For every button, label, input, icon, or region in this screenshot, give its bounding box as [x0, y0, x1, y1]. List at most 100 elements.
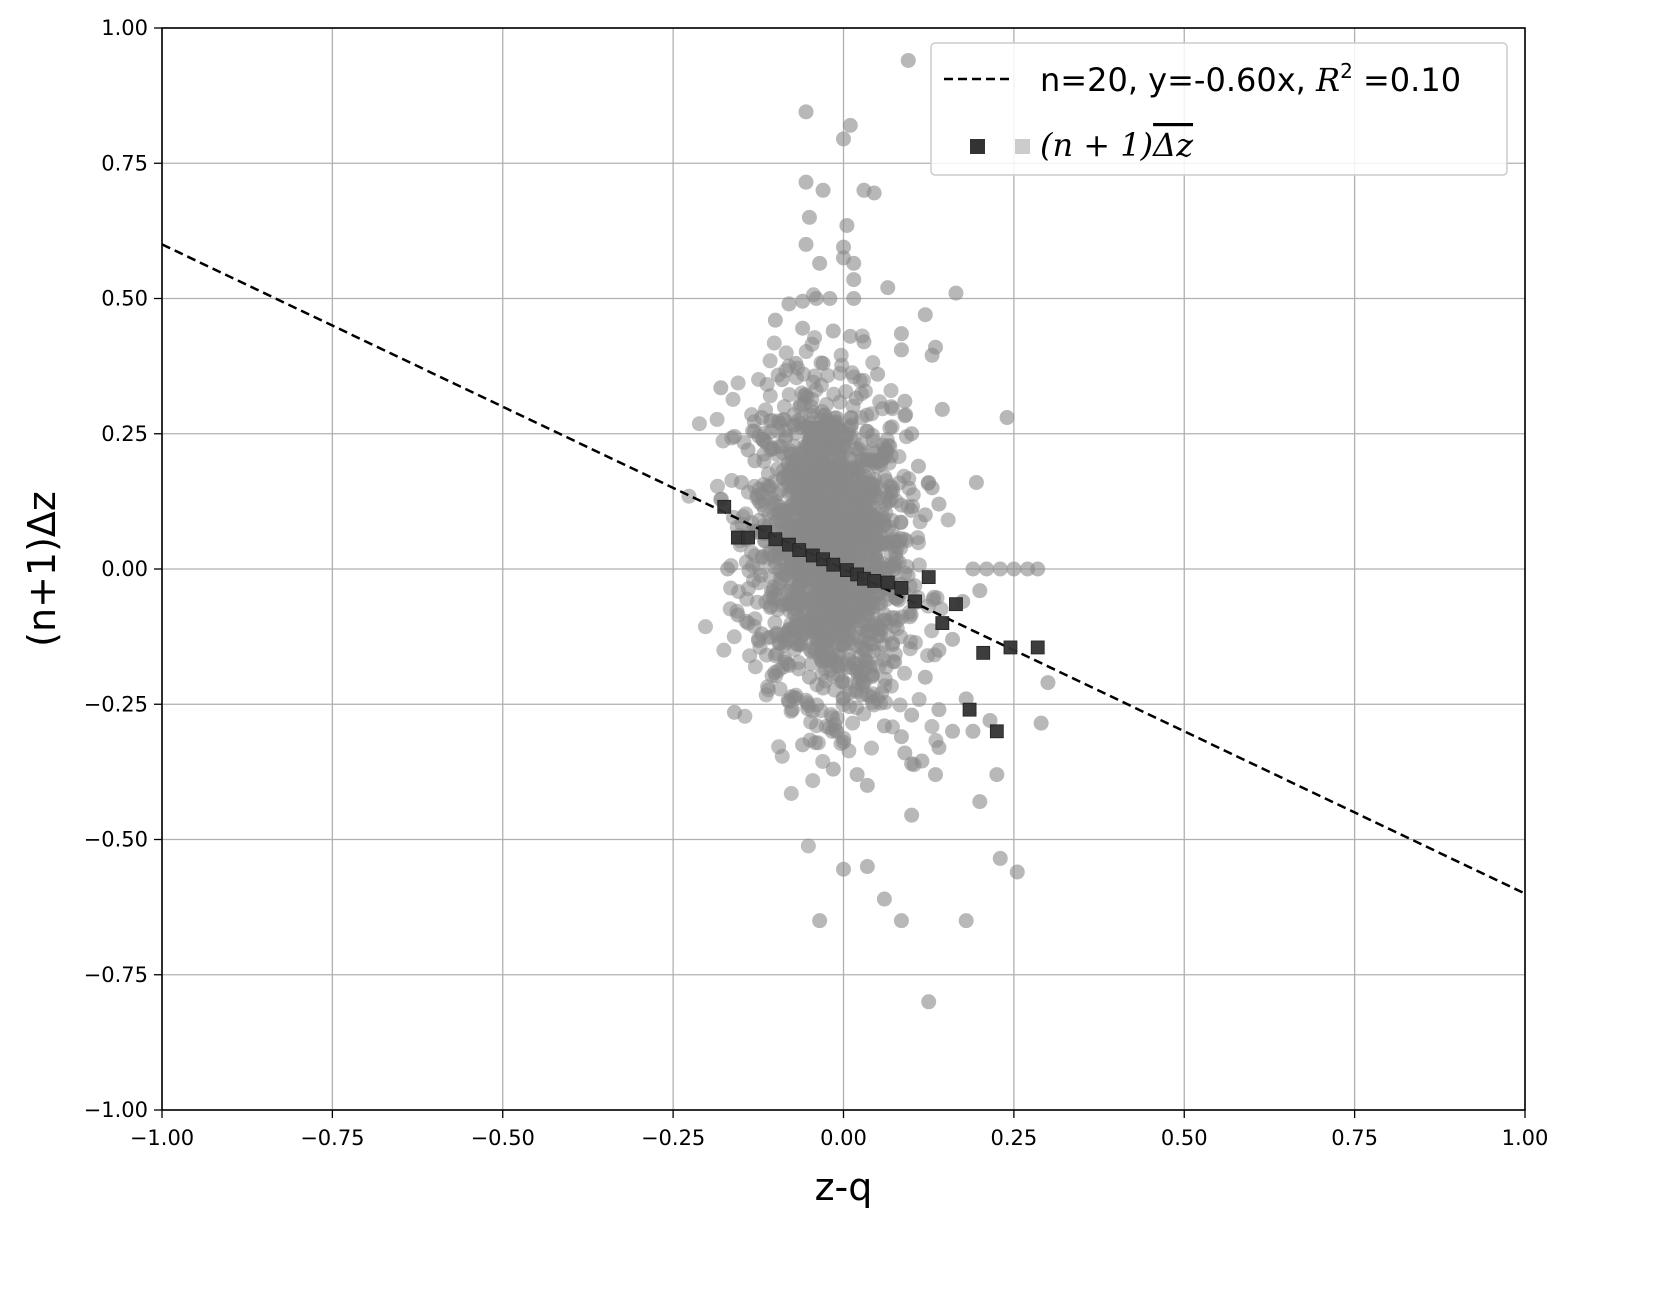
raw-point [843, 430, 859, 446]
raw-point [900, 52, 916, 68]
raw-point [999, 410, 1015, 426]
raw-point [931, 496, 947, 512]
raw-point [920, 598, 936, 614]
raw-point [911, 691, 927, 707]
raw-point [876, 718, 892, 734]
raw-point [846, 272, 862, 288]
raw-point [815, 182, 831, 198]
raw-point [968, 474, 984, 490]
raw-point [846, 291, 862, 306]
legend-fit-sup: 2 [1340, 59, 1353, 83]
raw-point [1006, 561, 1022, 577]
binned-point [867, 574, 882, 588]
raw-point [880, 280, 896, 296]
raw-point [798, 236, 814, 252]
raw-point [904, 807, 920, 823]
raw-point [780, 632, 796, 648]
raw-point [811, 435, 827, 451]
x-tick-label: −0.50 [471, 1126, 535, 1150]
legend-square-marker-light [1015, 139, 1030, 154]
raw-point [931, 740, 947, 756]
legend: n=20, y=-0.60x, R2 =0.10 (n + 1)Δz [930, 42, 1508, 176]
x-tick-label: 0.75 [1331, 1126, 1378, 1150]
raw-point [883, 399, 899, 415]
raw-point [754, 410, 770, 426]
binned-point [908, 594, 922, 609]
raw-point [924, 623, 940, 639]
y-tick-label: −0.75 [84, 963, 148, 987]
raw-point [853, 633, 869, 649]
x-tick-label: −0.75 [300, 1126, 364, 1150]
raw-point [829, 493, 845, 509]
raw-point [1040, 675, 1056, 691]
raw-point [897, 408, 913, 424]
raw-point [902, 641, 918, 657]
raw-point [851, 461, 867, 477]
raw-point [805, 773, 821, 789]
raw-point [793, 586, 809, 602]
raw-point [897, 745, 913, 761]
raw-point [806, 489, 822, 505]
raw-point [858, 585, 874, 601]
raw-point [767, 648, 783, 664]
raw-point [839, 217, 855, 233]
raw-point [893, 729, 909, 745]
y-tick-label: −0.25 [84, 692, 148, 716]
x-tick-label: 0.00 [820, 1126, 867, 1150]
x-tick-label: −1.00 [130, 1126, 194, 1150]
raw-point [865, 355, 881, 371]
raw-point [903, 607, 919, 623]
raw-point [798, 174, 814, 190]
raw-point [845, 715, 861, 731]
raw-point [762, 600, 778, 616]
raw-point [730, 607, 746, 623]
raw-point [725, 391, 741, 407]
raw-point [768, 627, 784, 643]
raw-point [958, 691, 974, 707]
raw-point [859, 859, 875, 875]
raw-point [921, 994, 937, 1010]
raw-point [883, 383, 899, 399]
raw-point [836, 131, 851, 147]
raw-point [948, 285, 964, 301]
raw-point [815, 355, 831, 371]
raw-points [681, 52, 1056, 1010]
raw-point [864, 427, 880, 443]
legend-fit-r: R [1315, 61, 1340, 99]
raw-point [924, 347, 940, 363]
raw-point [776, 502, 792, 518]
raw-point [859, 777, 875, 793]
raw-point [893, 326, 909, 342]
raw-point [876, 891, 892, 907]
raw-point [691, 416, 707, 432]
raw-point [842, 486, 858, 502]
raw-point [866, 185, 882, 201]
raw-point [884, 419, 900, 435]
raw-point [849, 767, 865, 783]
y-tick-label: −0.50 [84, 828, 148, 852]
raw-point [1009, 864, 1025, 880]
raw-point [844, 601, 860, 617]
raw-point [822, 522, 838, 538]
raw-point [697, 619, 713, 635]
raw-point [801, 574, 817, 590]
raw-point [917, 669, 933, 685]
raw-point [774, 372, 790, 388]
raw-point [856, 334, 872, 350]
x-axis-label: z-q [815, 1165, 873, 1209]
raw-point [825, 761, 841, 777]
raw-point [806, 617, 822, 633]
raw-point [777, 431, 793, 447]
raw-point [836, 250, 851, 266]
binned-point [976, 645, 991, 660]
binned-point [741, 530, 755, 545]
raw-point [840, 512, 856, 528]
raw-point [730, 375, 746, 391]
x-tick-label: 0.50 [1161, 1126, 1208, 1150]
raw-point [910, 535, 926, 551]
raw-point [853, 530, 869, 546]
raw-point [738, 554, 754, 570]
raw-point [982, 712, 998, 728]
raw-point [893, 515, 909, 531]
raw-point [751, 494, 767, 510]
